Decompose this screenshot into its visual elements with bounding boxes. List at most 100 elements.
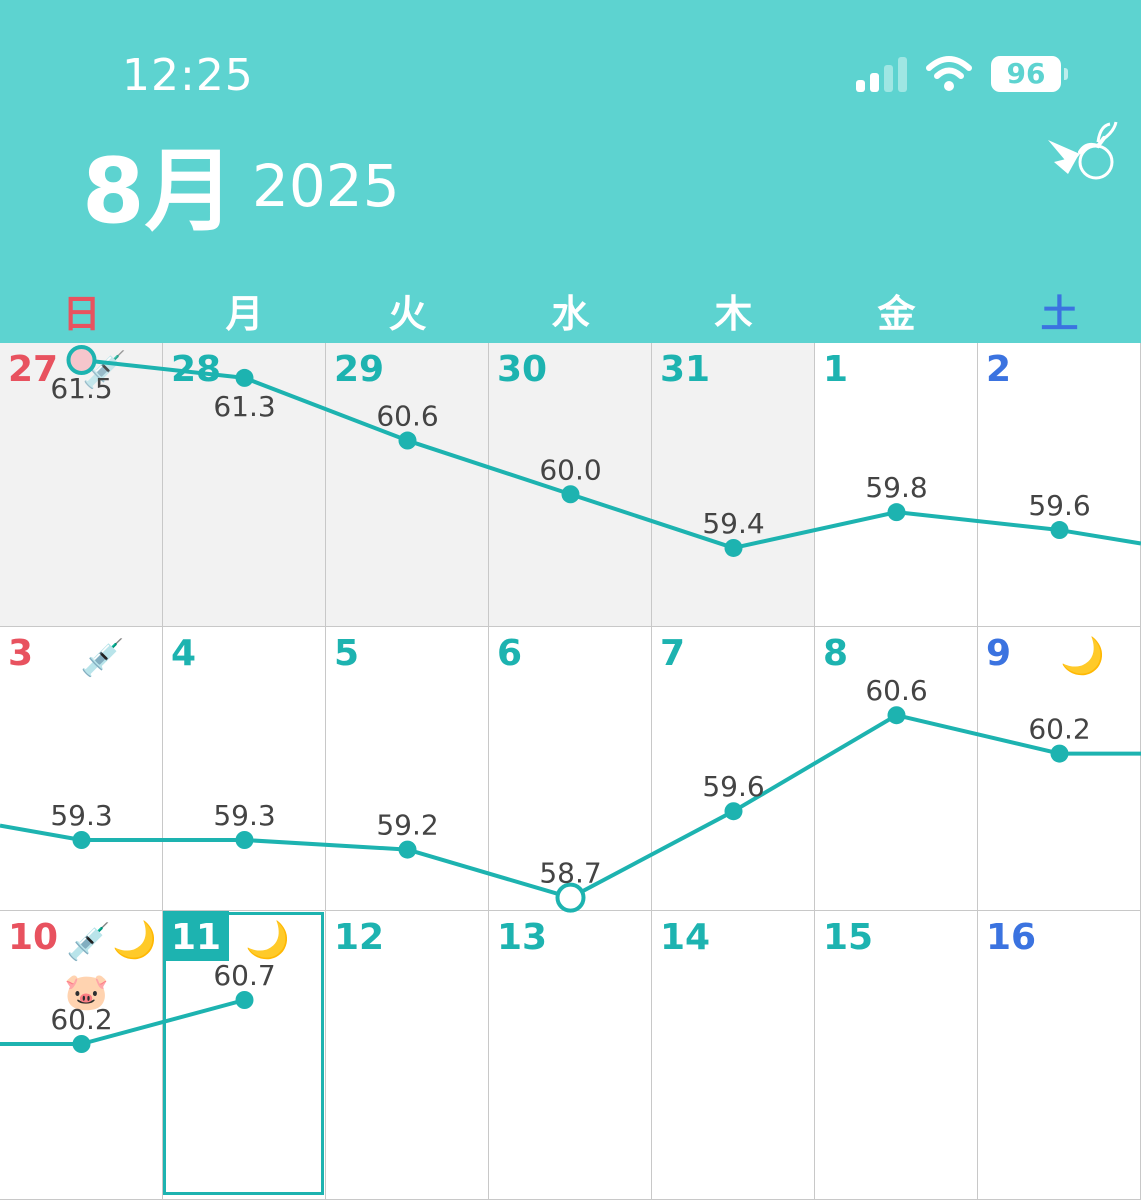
- chart-line-segment: [1059, 528, 1141, 546]
- chart-point[interactable]: [724, 538, 743, 557]
- syringe-icon: 💉: [66, 922, 111, 963]
- day-number: 30: [497, 349, 548, 390]
- chart-value-label: 60.0: [539, 453, 601, 486]
- chart-point[interactable]: [887, 503, 906, 522]
- chart-line-segment: [569, 492, 735, 550]
- weekday-mon: 月: [225, 292, 264, 336]
- selected-day-tab: [163, 911, 229, 961]
- chart-value-label: 59.3: [213, 799, 275, 832]
- chart-point[interactable]: [1050, 744, 1069, 763]
- day-cell[interactable]: 29: [326, 343, 489, 627]
- day-cell[interactable]: 3 💉: [0, 627, 163, 911]
- day-cell[interactable]: 13: [489, 911, 652, 1200]
- day-cell[interactable]: 8: [815, 627, 978, 911]
- day-number: 3: [8, 633, 34, 674]
- chart-value-label: 59.3: [50, 799, 112, 832]
- chart-point[interactable]: [1050, 521, 1069, 540]
- chart-point[interactable]: [561, 485, 580, 504]
- chart-line-segment: [0, 823, 82, 842]
- chart-point[interactable]: [66, 345, 97, 375]
- chart-line-segment: [406, 847, 572, 900]
- day-number: 27: [8, 349, 59, 390]
- chart-line-segment: [896, 713, 1060, 756]
- chart-line-segment: [406, 438, 572, 497]
- weekday-sun: 日: [62, 292, 101, 336]
- year-title: 2025: [252, 152, 400, 220]
- weekday-tue: 火: [388, 292, 427, 336]
- chart-value-label: 59.6: [1028, 489, 1090, 522]
- day-number: 14: [660, 917, 711, 958]
- chart-point[interactable]: [398, 431, 417, 450]
- chart-value-label: 60.6: [376, 400, 438, 433]
- chart-point[interactable]: [235, 991, 254, 1009]
- month-title[interactable]: 8月: [82, 139, 235, 244]
- weekday-sat: 土: [1040, 292, 1079, 336]
- day-number: 16: [986, 917, 1037, 958]
- chart-point[interactable]: [887, 706, 906, 725]
- chart-line-segment: [80, 998, 246, 1046]
- app-header: 12:25 96 8月 2025 日 月 火 水 木 金 土: [0, 0, 1141, 343]
- day-number: 2: [986, 349, 1012, 390]
- day-number: 15: [823, 917, 874, 958]
- chart-point[interactable]: [72, 1035, 91, 1053]
- chart-point[interactable]: [235, 831, 254, 849]
- status-time: 12:25: [122, 50, 254, 101]
- chart-value-label: 59.4: [702, 507, 764, 540]
- day-cell[interactable]: 7: [652, 627, 815, 911]
- calendar-grid: 27 💉 28 29 30 31 1 2 3 💉 4 5 6 7 8 9 🌙 10 💉 🌙 🐷 11 🌙 12 13 14 15 16…: [0, 343, 1141, 1200]
- crescent-moon-icon: 🌙: [245, 920, 290, 961]
- crescent-moon-icon: 🌙: [112, 920, 157, 961]
- weekday-thu: 木: [714, 292, 753, 336]
- day-cell[interactable]: 27 💉: [0, 343, 163, 627]
- day-cell[interactable]: 10 💉 🌙 🐷: [0, 911, 163, 1200]
- day-number: 5: [334, 633, 360, 674]
- day-number: 13: [497, 917, 548, 958]
- day-cell[interactable]: 31: [652, 343, 815, 627]
- day-cell[interactable]: 5: [326, 627, 489, 911]
- day-number: 7: [660, 633, 686, 674]
- chart-value-label: 61.5: [50, 372, 112, 405]
- weekday-header: 日 月 火 水 木 金 土: [0, 283, 1141, 336]
- day-cell[interactable]: 4: [163, 627, 326, 911]
- day-number: 11: [171, 917, 222, 958]
- chart-line-segment: [244, 838, 408, 852]
- day-number: 4: [171, 633, 197, 674]
- chart-line-segment: [896, 510, 1060, 533]
- chart-value-label: 59.6: [702, 770, 764, 803]
- day-number: 9: [986, 633, 1012, 674]
- day-cell[interactable]: 1: [815, 343, 978, 627]
- chart-value-label: 58.7: [539, 857, 601, 890]
- chart-point[interactable]: [724, 802, 743, 821]
- chart-point[interactable]: [555, 882, 586, 913]
- chart-line-segment: [81, 358, 245, 380]
- weight-chart: 61.5 61.3 60.6 60.0 59.4 59.8 59.6 59.3 59.3 59.2…: [0, 345, 1141, 1053]
- day-number: 12: [334, 917, 385, 958]
- chart-line-segment: [569, 809, 735, 900]
- day-cell[interactable]: 30: [489, 343, 652, 627]
- day-cell[interactable]: 14: [652, 911, 815, 1200]
- chart-point[interactable]: [398, 840, 417, 859]
- hummingbird-logo-icon[interactable]: [1040, 118, 1120, 188]
- chart-value-label: 60.7: [213, 959, 275, 992]
- day-number: 31: [660, 349, 711, 390]
- wifi-icon: [926, 56, 972, 91]
- day-cell[interactable]: 11 🌙: [163, 911, 326, 1200]
- chart-value-label: 61.3: [213, 390, 275, 423]
- weekday-wed: 水: [551, 292, 590, 336]
- chart-line-segment: [243, 376, 409, 443]
- chart-point[interactable]: [72, 831, 91, 849]
- day-number: 29: [334, 349, 385, 390]
- day-number: 10: [8, 917, 59, 958]
- battery-icon: 96: [991, 56, 1068, 92]
- chart-point[interactable]: [235, 368, 254, 387]
- status-icons: 96: [856, 56, 1068, 92]
- chart-value-label: 60.2: [50, 1003, 112, 1036]
- chart-line-segment: [732, 713, 898, 813]
- chart-value-label: 60.2: [1028, 713, 1090, 746]
- day-number: 1: [823, 349, 849, 390]
- chart-value-label: 60.6: [865, 674, 927, 707]
- cellular-signal-icon: [856, 56, 907, 92]
- chart-line-segment: [733, 510, 897, 550]
- day-number: 6: [497, 633, 523, 674]
- chart-value-label: 59.2: [376, 809, 438, 842]
